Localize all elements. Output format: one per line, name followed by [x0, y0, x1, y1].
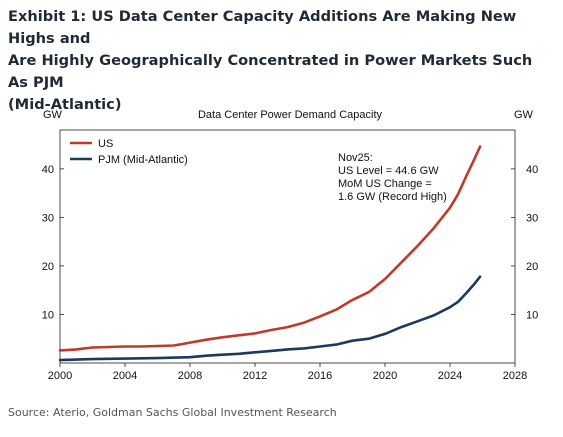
y-tick-label-left-20: 20	[42, 261, 54, 273]
annotation: Nov25: US Level = 44.6 GW MoM US Change …	[338, 152, 447, 203]
series-line-pjm	[58, 275, 482, 362]
y-axis-right: 10 20 30 40	[511, 164, 538, 321]
y-tick-label-right-30: 30	[526, 212, 538, 224]
y-tick-label-left-40: 40	[42, 164, 54, 176]
y-axis-left: 10 20 30 40	[42, 164, 64, 321]
exhibit-title: Exhibit 1: US Data Center Capacity Addit…	[8, 6, 556, 116]
x-tick-label-2000: 2000	[48, 370, 72, 382]
x-axis: 2000 2004 2008 2012 2016 2020 2024 2028	[48, 363, 527, 382]
x-tick-label-2012: 2012	[243, 370, 267, 382]
plot-frame	[59, 129, 516, 364]
x-tick-label-2008: 2008	[178, 370, 202, 382]
x-tick-label-2020: 2020	[373, 370, 397, 382]
source-note: Source: Aterio, Goldman Sachs Global Inv…	[8, 406, 337, 419]
exhibit-title-line-3: (Mid-Atlantic)	[8, 96, 122, 113]
y-tick-label-right-20: 20	[526, 261, 538, 273]
x-tick-label-2004: 2004	[113, 370, 137, 382]
annotation-line-4: 1.6 GW (Record High)	[338, 191, 447, 203]
legend-label-us: US	[98, 138, 113, 150]
chart-title: Data Center Power Demand Capacity	[198, 109, 383, 121]
x-tick-label-2028: 2028	[503, 370, 527, 382]
y-tick-label-right-40: 40	[526, 164, 538, 176]
x-tick-label-2016: 2016	[308, 370, 332, 382]
series-lines	[58, 145, 482, 362]
line-chart: Data Center Power Demand Capacity GW GW …	[42, 109, 539, 382]
legend-label-pjm: PJM (Mid-Atlantic)	[98, 154, 188, 166]
annotation-line-2: US Level = 44.6 GW	[338, 165, 439, 177]
y-axis-label-right: GW	[514, 109, 534, 121]
annotation-line-3: MoM US Change =	[338, 178, 432, 190]
y-tick-label-left-10: 10	[42, 309, 54, 321]
y-tick-label-right-10: 10	[526, 309, 538, 321]
legend: US PJM (Mid-Atlantic)	[70, 138, 188, 166]
series-line-us	[58, 145, 482, 352]
exhibit-title-line-1: Exhibit 1: US Data Center Capacity Addit…	[8, 8, 517, 47]
exhibit-title-line-2: Are Highly Geographically Concentrated i…	[8, 52, 533, 91]
y-tick-label-left-30: 30	[42, 212, 54, 224]
x-tick-label-2024: 2024	[438, 370, 462, 382]
annotation-line-1: Nov25:	[338, 152, 373, 164]
y-axis-label-left: GW	[43, 109, 63, 121]
